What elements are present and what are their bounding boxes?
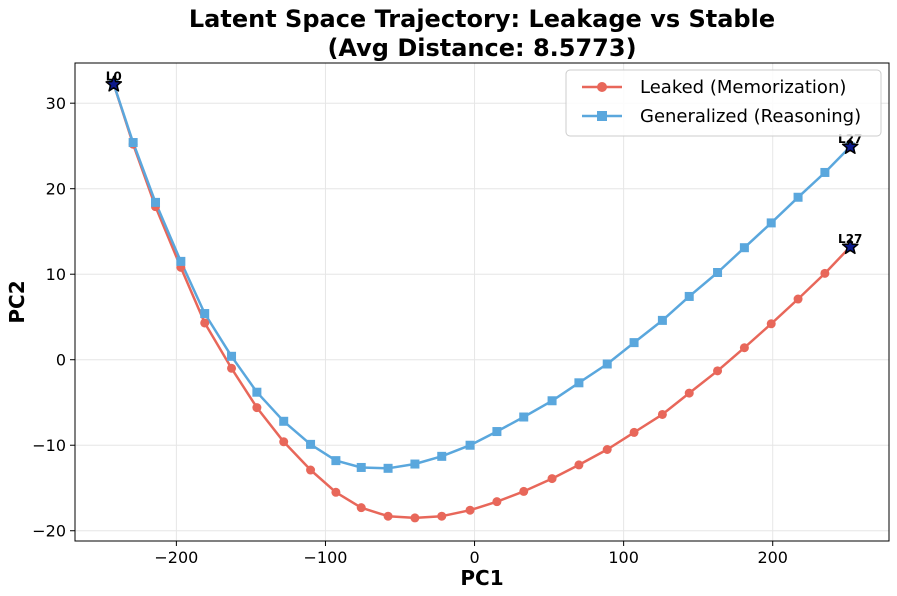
x-tick-label-1: −100 (303, 548, 347, 567)
generalized-point-27 (820, 167, 830, 177)
generalized-point-14 (465, 440, 475, 450)
legend-label-generalized: Generalized (Reasoning) (640, 106, 861, 127)
generalized-point-4 (200, 309, 210, 319)
plot-frame (74, 62, 890, 542)
generalized-point-8 (306, 439, 316, 449)
y-tick-label-4: 20 (46, 180, 66, 199)
series-line-generalized (112, 84, 852, 470)
generalized-point-17 (547, 396, 557, 406)
leaked-point-10 (356, 503, 366, 513)
leaked-point-21 (657, 409, 667, 419)
series-line-leaked (112, 84, 852, 520)
leaked-point-26 (793, 294, 803, 304)
legend-marker-generalized (597, 111, 607, 121)
generalized-point-26 (793, 192, 803, 202)
generalized-point-22 (684, 291, 694, 301)
leaked-point-7 (279, 437, 289, 447)
point-label-l27-2: L27 (838, 232, 862, 246)
leaked-point-16 (519, 486, 529, 496)
generalized-point-13 (437, 451, 447, 461)
x-axis-ticks: −200 −100 0 100 200 (154, 541, 788, 567)
leaked-point-15 (492, 497, 502, 507)
generalized-point-12 (410, 459, 420, 469)
x-tick-label-0: −200 (154, 548, 198, 567)
y-tick-label-2: 0 (56, 351, 66, 370)
leaked-point-20 (629, 427, 639, 437)
star-marker-1 (841, 138, 859, 155)
leaked-point-13 (437, 511, 447, 521)
generalized-point-2 (151, 197, 161, 207)
star-marker-2 (841, 238, 859, 255)
leaked-point-18 (574, 460, 584, 470)
generalized-point-20 (629, 338, 639, 348)
leaked-point-12 (410, 513, 420, 523)
y-axis-ticks: −20 −10 0 10 20 30 (32, 94, 75, 541)
leaked-point-17 (547, 474, 557, 484)
leaked-point-11 (383, 511, 393, 521)
series-markers (109, 79, 855, 523)
generalized-point-5 (227, 351, 237, 361)
generalized-point-25 (766, 218, 776, 228)
x-tick-label-4: 200 (757, 548, 788, 567)
leaked-point-6 (252, 403, 262, 413)
generalized-point-11 (383, 463, 393, 473)
y-axis-label: PC2 (5, 280, 29, 323)
point-label-l0-0: L0 (106, 69, 122, 83)
x-tick-label-3: 100 (608, 548, 639, 567)
legend: Leaked (Memorization) Generalized (Reaso… (565, 69, 882, 137)
y-tick-label-0: −20 (32, 522, 66, 541)
leaked-point-22 (684, 388, 694, 398)
leaked-point-8 (306, 465, 316, 475)
legend-box (565, 69, 882, 137)
chart-title-line-2: (Avg Distance: 8.5773) (327, 34, 636, 62)
legend-marker-leaked (597, 82, 607, 92)
generalized-point-9 (331, 456, 341, 466)
generalized-point-3 (176, 256, 186, 266)
x-axis-label: PC1 (460, 566, 503, 590)
leaked-point-25 (766, 319, 776, 329)
y-tick-label-1: −10 (32, 436, 66, 455)
leaked-point-24 (739, 343, 749, 353)
star-marker-0 (105, 75, 123, 92)
chart-title-line-1: Latent Space Trajectory: Leakage vs Stab… (189, 5, 775, 33)
legend-label-leaked: Leaked (Memorization) (640, 77, 846, 98)
generalized-point-15 (492, 427, 502, 437)
generalized-point-10 (356, 462, 366, 472)
generalized-point-1 (128, 138, 138, 148)
leaked-point-5 (227, 363, 237, 373)
leaked-point-27 (820, 268, 830, 278)
generalized-point-7 (279, 416, 289, 426)
generalized-point-18 (574, 378, 584, 388)
y-tick-label-3: 10 (46, 265, 66, 284)
leaked-point-19 (602, 445, 612, 455)
generalized-point-23 (713, 267, 723, 277)
leaked-point-23 (713, 366, 723, 376)
generalized-point-19 (602, 359, 612, 369)
leaked-point-14 (465, 505, 475, 515)
generalized-point-16 (519, 412, 529, 422)
generalized-point-6 (252, 387, 262, 397)
leaked-point-9 (331, 487, 341, 497)
leaked-point-4 (200, 318, 210, 328)
series-lines (112, 84, 852, 520)
y-tick-label-5: 30 (46, 94, 66, 113)
generalized-point-21 (657, 315, 667, 325)
x-tick-label-2: 0 (469, 548, 479, 567)
generalized-point-24 (739, 243, 749, 253)
grid-lines (75, 63, 889, 541)
